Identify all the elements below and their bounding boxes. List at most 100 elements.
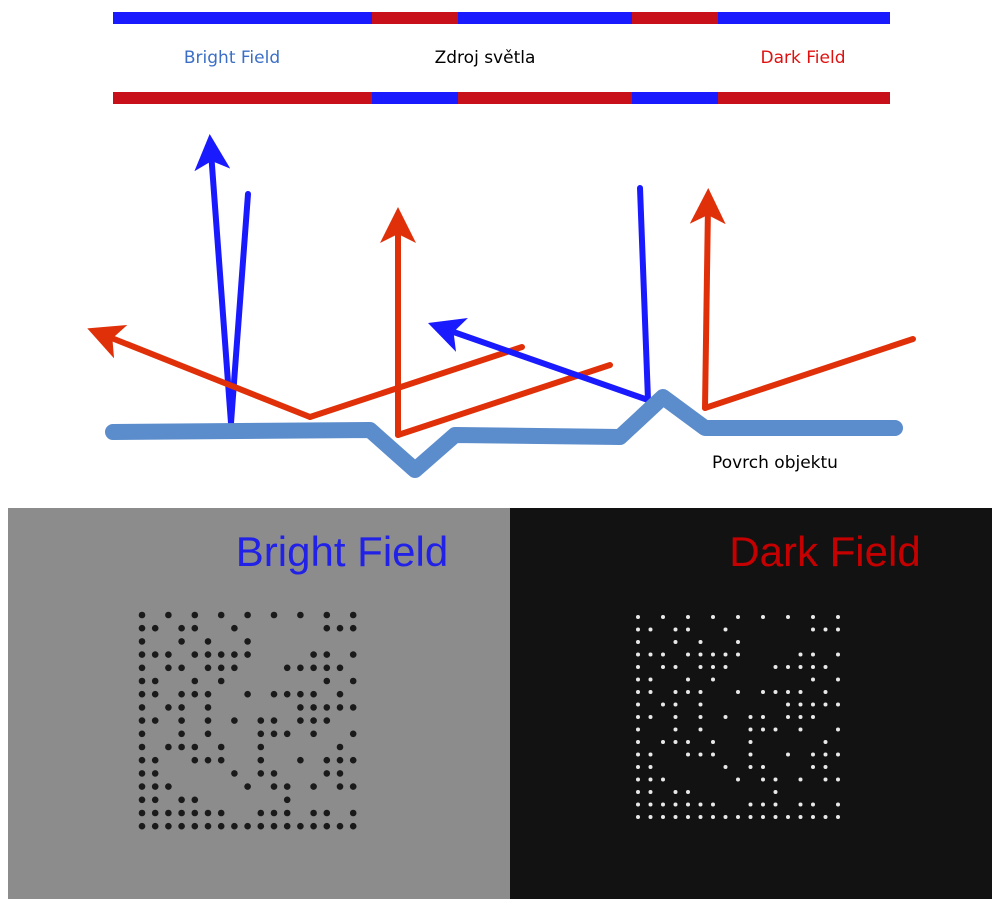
matrix-dot	[310, 665, 317, 672]
matrix-dot	[258, 823, 265, 830]
matrix-dot	[152, 823, 159, 830]
matrix-dot	[661, 703, 665, 707]
matrix-dot	[686, 740, 690, 744]
matrix-dot	[192, 797, 199, 804]
matrix-dot	[761, 728, 765, 732]
matrix-dot	[736, 653, 740, 657]
matrix-dot	[192, 823, 199, 830]
matrix-dot	[699, 803, 703, 807]
matrix-dot	[218, 665, 225, 672]
matrix-dot	[205, 704, 212, 711]
matrix-dot	[836, 803, 840, 807]
matrix-dot	[152, 783, 159, 790]
matrix-dot	[178, 691, 185, 698]
matrix-dot	[310, 783, 317, 790]
matrix-dot	[736, 690, 740, 694]
matrix-dot	[636, 640, 640, 644]
matrix-dot	[799, 715, 803, 719]
matrix-dot	[271, 810, 278, 817]
matrix-dot	[139, 638, 146, 645]
matrix-dot	[636, 653, 640, 657]
matrix-dot	[178, 823, 185, 830]
matrix-dot	[192, 744, 199, 751]
matrix-dot	[749, 728, 753, 732]
matrix-dot	[636, 778, 640, 782]
matrix-dot	[218, 678, 225, 685]
matrix-dot	[258, 744, 265, 751]
matrix-dot	[799, 703, 803, 707]
matrix-dot	[674, 703, 678, 707]
matrix-dot	[271, 612, 278, 619]
matrix-dot	[674, 740, 678, 744]
matrix-dot	[724, 765, 728, 769]
matrix-dot	[337, 625, 344, 632]
matrix-dot	[218, 757, 225, 764]
matrix-dot	[310, 823, 317, 830]
matrix-dot	[649, 815, 653, 819]
light-source-title: Zdroj světla	[435, 48, 536, 68]
matrix-dot	[152, 717, 159, 724]
matrix-dot	[761, 815, 765, 819]
matrix-dot	[724, 715, 728, 719]
matrix-dot	[661, 740, 665, 744]
matrix-dot	[337, 770, 344, 777]
matrix-dot	[205, 810, 212, 817]
matrix-dot	[686, 678, 690, 682]
matrix-dot	[139, 678, 146, 685]
matrix-dot	[761, 690, 765, 694]
matrix-dot	[218, 612, 225, 619]
matrix-dot	[661, 778, 665, 782]
matrix-dot	[178, 704, 185, 711]
matrix-dot	[636, 665, 640, 669]
matrix-dot	[649, 765, 653, 769]
matrix-dot	[761, 803, 765, 807]
matrix-dot	[205, 757, 212, 764]
matrix-dot	[284, 691, 291, 698]
matrix-dot	[761, 778, 765, 782]
page: {"light_source": {"bright_label": "Brigh…	[0, 0, 992, 899]
matrix-dot	[774, 790, 778, 794]
matrix-dot	[284, 783, 291, 790]
matrix-dot	[686, 615, 690, 619]
matrix-dot	[192, 625, 199, 632]
matrix-dot	[836, 728, 840, 732]
matrix-dot	[178, 717, 185, 724]
matrix-dot	[165, 744, 172, 751]
dark-field-label: Dark Field	[761, 48, 846, 68]
matrix-dot	[324, 651, 331, 658]
matrix-dot	[324, 665, 331, 672]
matrix-dot	[786, 665, 790, 669]
matrix-dot	[231, 717, 238, 724]
matrix-dot	[836, 615, 840, 619]
matrix-dot	[284, 797, 291, 804]
matrix-dot	[350, 612, 357, 619]
matrix-dot	[205, 691, 212, 698]
matrix-dot	[350, 625, 357, 632]
matrix-dot	[661, 665, 665, 669]
matrix-dot	[636, 790, 640, 794]
matrix-dot	[724, 665, 728, 669]
light-rays	[104, 152, 913, 435]
matrix-dot	[686, 803, 690, 807]
matrix-dot	[310, 704, 317, 711]
matrix-dot	[139, 744, 146, 751]
matrix-dot	[661, 615, 665, 619]
matrix-dot	[165, 612, 172, 619]
matrix-dot	[786, 703, 790, 707]
matrix-dot	[749, 815, 753, 819]
matrix-dot	[649, 753, 653, 757]
matrix-dot	[244, 651, 251, 658]
matrix-dot	[284, 810, 291, 817]
matrix-dot	[165, 704, 172, 711]
matrix-dot	[178, 744, 185, 751]
matrix-dot	[711, 665, 715, 669]
matrix-dot	[786, 715, 790, 719]
surface-label: Povrch objektu	[712, 453, 838, 473]
matrix-dot	[674, 690, 678, 694]
matrix-dot	[271, 783, 278, 790]
matrix-dot	[192, 651, 199, 658]
matrix-dot	[811, 803, 815, 807]
matrix-dot	[231, 665, 238, 672]
matrix-dot	[699, 715, 703, 719]
matrix-dot	[139, 783, 146, 790]
